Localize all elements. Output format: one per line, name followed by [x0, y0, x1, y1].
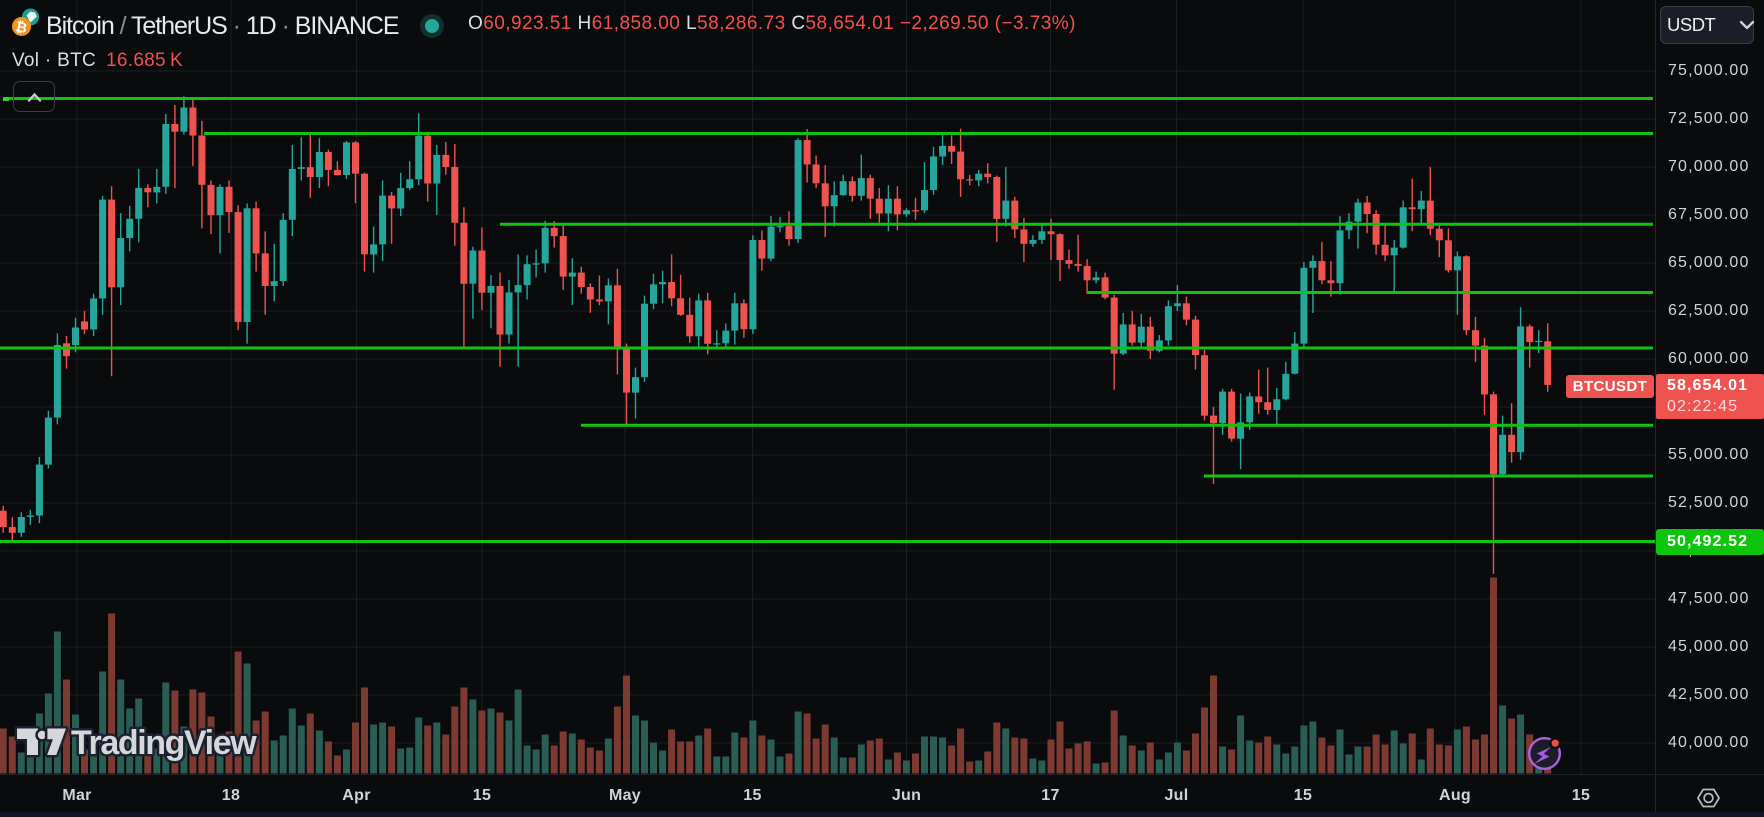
svg-text:TradingView: TradingView	[71, 724, 257, 762]
svg-text:₿: ₿	[14, 18, 28, 36]
